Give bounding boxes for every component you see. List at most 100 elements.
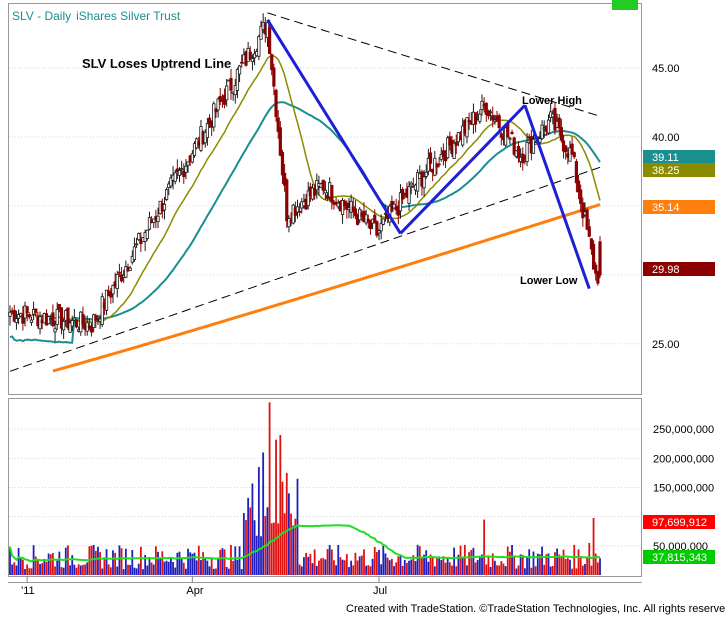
volume-bar bbox=[189, 552, 192, 575]
candle-body bbox=[587, 226, 591, 237]
volume-bar bbox=[412, 555, 415, 575]
volume-bar bbox=[129, 564, 132, 575]
volume-bar bbox=[521, 554, 524, 575]
candle-body bbox=[559, 127, 563, 141]
volume-bar bbox=[333, 560, 335, 575]
volume-bar bbox=[341, 559, 344, 575]
volume-bar bbox=[560, 557, 563, 575]
candle-body bbox=[248, 51, 252, 60]
candle-body bbox=[478, 113, 482, 122]
volume-bar bbox=[240, 569, 243, 575]
volume-bar bbox=[272, 522, 275, 575]
candle-body bbox=[486, 110, 491, 117]
volume-bar bbox=[579, 556, 582, 575]
volume-bar bbox=[288, 493, 290, 575]
candle-body bbox=[117, 271, 122, 274]
volume-bar bbox=[124, 548, 127, 575]
volume-badge-bg bbox=[643, 550, 715, 564]
candle-body bbox=[111, 284, 115, 295]
candle-body bbox=[212, 103, 216, 128]
volume-bar bbox=[596, 562, 599, 575]
volume-bar bbox=[388, 560, 391, 575]
volume-bar bbox=[461, 558, 464, 575]
volume-bar bbox=[11, 564, 14, 575]
volume-bar bbox=[139, 546, 142, 575]
volume-bar bbox=[311, 563, 314, 575]
volume-bar bbox=[270, 523, 273, 575]
candle-body bbox=[134, 243, 139, 246]
volume-bar bbox=[165, 560, 168, 575]
volume-bar bbox=[300, 566, 303, 575]
volume-bar bbox=[62, 567, 65, 575]
volume-bar bbox=[421, 556, 423, 575]
volume-bar bbox=[9, 546, 11, 575]
chart-header: SLV - Daily iShares Silver Trust bbox=[12, 9, 181, 23]
volume-bar bbox=[251, 483, 254, 575]
candle-body bbox=[173, 172, 177, 182]
volume-bar bbox=[187, 548, 189, 575]
candle-body bbox=[12, 309, 16, 322]
status-indicator bbox=[612, 0, 638, 10]
volume-bar bbox=[416, 544, 419, 575]
candle-body bbox=[235, 69, 240, 91]
volume-bar bbox=[442, 556, 445, 575]
volume-bar bbox=[433, 566, 436, 575]
volume-bar bbox=[549, 566, 552, 575]
volume-bar bbox=[178, 551, 181, 575]
volume-bar bbox=[511, 545, 513, 575]
candle-body bbox=[92, 314, 96, 328]
volume-bar bbox=[453, 547, 456, 575]
candle-body bbox=[96, 316, 100, 319]
candle-body bbox=[62, 321, 66, 331]
volume-bar bbox=[39, 564, 41, 575]
volume-bar bbox=[114, 552, 117, 575]
volume-bar bbox=[481, 554, 483, 575]
candle-body bbox=[306, 190, 310, 206]
volume-bar bbox=[446, 557, 449, 575]
volume-bar bbox=[97, 546, 99, 575]
volume-bar bbox=[200, 560, 202, 575]
candle-body bbox=[74, 319, 79, 328]
swing-1 bbox=[266, 18, 402, 235]
volume-bar bbox=[594, 553, 597, 575]
volume-bar bbox=[573, 544, 576, 575]
price-badge: 29.98 bbox=[652, 264, 680, 276]
candle-body bbox=[184, 165, 188, 173]
volume-bar bbox=[588, 542, 591, 575]
volume-bar bbox=[468, 552, 471, 575]
candle-body bbox=[366, 218, 370, 223]
volume-bar bbox=[107, 564, 110, 575]
candle-body bbox=[270, 54, 274, 71]
volume-bar bbox=[195, 560, 198, 575]
volume-bar bbox=[324, 559, 327, 575]
volume-bar bbox=[498, 565, 501, 575]
price-badge: 35.14 bbox=[652, 202, 680, 214]
volume-bar bbox=[378, 549, 380, 575]
candle-body bbox=[283, 172, 287, 186]
annotation-lower-low: Lower Low bbox=[520, 275, 578, 287]
volume-bar bbox=[476, 559, 479, 575]
volume-bar bbox=[350, 560, 353, 575]
volume-bar bbox=[384, 553, 387, 575]
volume-bar bbox=[105, 549, 108, 575]
candle-body bbox=[162, 203, 167, 211]
volume-bar bbox=[440, 560, 443, 575]
volume-bar bbox=[451, 565, 453, 575]
price-badge: 39.11 bbox=[652, 152, 679, 164]
volume-bar bbox=[309, 554, 312, 575]
candle-body bbox=[516, 145, 521, 159]
candle-body bbox=[137, 233, 141, 241]
candle-body bbox=[345, 202, 349, 210]
volume-bar bbox=[227, 568, 230, 575]
volume-bar bbox=[268, 402, 271, 575]
price-badge-bg bbox=[643, 150, 715, 164]
volume-bar bbox=[508, 551, 511, 575]
candle-body bbox=[313, 187, 317, 196]
candle-body bbox=[409, 182, 413, 186]
volume-bar bbox=[348, 567, 350, 575]
volume-bar bbox=[367, 565, 370, 575]
volume-bar bbox=[41, 563, 44, 575]
volume-bar bbox=[277, 523, 280, 575]
broken-uptrend-line bbox=[9, 166, 601, 372]
candle-body bbox=[177, 170, 182, 176]
